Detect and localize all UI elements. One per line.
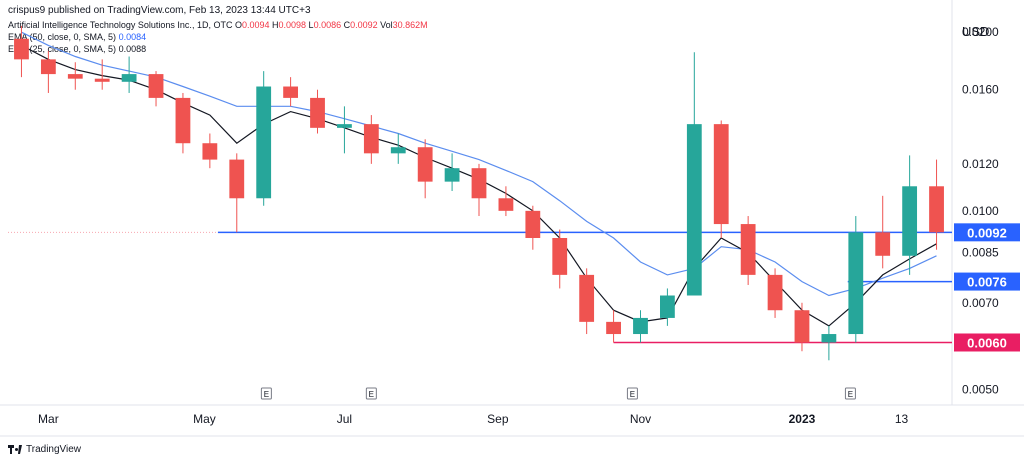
x-tick-label: 13	[895, 412, 909, 426]
candle-body	[498, 198, 514, 211]
ohlc-label: H	[269, 20, 279, 30]
candle-body	[363, 124, 379, 154]
y-tick-label: 0.0160	[962, 83, 999, 97]
candle-body	[202, 143, 218, 160]
ema25-value: 0.0088	[118, 44, 147, 54]
earnings-marker-box	[626, 387, 638, 400]
ema50-value: 0.0084	[118, 32, 147, 42]
y-tick-label: 0.0085	[962, 246, 999, 260]
candle-body	[40, 59, 56, 75]
ohlc-label: L	[306, 20, 314, 30]
candle-body	[633, 317, 648, 335]
ohlc-values: O0.0094 H0.0098 L0.0086 C0.0092 Vol30.86…	[235, 20, 428, 30]
x-tick-label: Mar	[38, 412, 59, 426]
y-tick-label: 0.0050	[962, 382, 999, 396]
earnings-marker-box	[260, 387, 272, 400]
candle-body	[444, 168, 460, 182]
tradingview-brand: TradingView	[26, 444, 82, 455]
earnings-marker[interactable]: E	[626, 387, 638, 400]
ohlc-label: O	[234, 20, 242, 30]
candle-body	[579, 274, 595, 322]
candle-body	[929, 186, 944, 233]
price-badge	[954, 272, 1020, 291]
earnings-marker[interactable]: E	[365, 387, 377, 400]
tradingview-footer[interactable]: TradingView	[8, 444, 81, 455]
ema25-label: EMA (25, close, 0, SMA, 5)	[8, 44, 117, 54]
ohlc-value: 0.0086	[313, 20, 342, 30]
price-badge-label: 0.0060	[967, 335, 1007, 350]
candle-body	[175, 97, 191, 144]
price-badge	[954, 333, 1020, 352]
candle-body	[67, 74, 83, 79]
candle-body	[417, 147, 433, 182]
candle-body	[902, 186, 918, 256]
price-badge-label: 0.0076	[967, 275, 1007, 290]
x-tick-label: Jul	[337, 412, 352, 426]
currency-label: USD	[962, 24, 989, 39]
earnings-marker-label: E	[369, 390, 374, 399]
ohlc-value: 0.0092	[350, 20, 378, 30]
candle-body	[390, 147, 406, 154]
earnings-marker-label: E	[848, 390, 853, 399]
ema25-legend[interactable]: EMA (25, close, 0, SMA, 5) 0.0088	[8, 44, 146, 54]
candle-body	[686, 124, 702, 296]
candle-body	[875, 232, 891, 256]
candle-body	[525, 210, 541, 238]
symbol-legend-row: Artificial Intelligence Technology Solut…	[8, 20, 428, 30]
earnings-marker-box	[844, 387, 856, 400]
ohlc-label: Vol	[377, 20, 393, 30]
publisher-line: crispus9 published on TradingView.com, F…	[8, 5, 311, 16]
earnings-marker-label: E	[630, 390, 635, 399]
ohlc-value: 0.0098	[278, 20, 307, 30]
candle-body	[740, 224, 756, 275]
x-tick-label: May	[193, 412, 216, 426]
ema50-line	[21, 31, 937, 297]
candle-body	[767, 274, 783, 311]
candle-body	[229, 159, 245, 199]
candle-body	[121, 74, 137, 82]
candle-body	[552, 237, 568, 275]
price-badge	[954, 223, 1020, 242]
candle-body	[848, 232, 864, 335]
candle-body	[471, 168, 487, 199]
earnings-marker-label: E	[264, 390, 269, 399]
y-tick-label: 0.0120	[962, 157, 999, 171]
y-tick-label: 0.0100	[962, 204, 999, 218]
candle-body	[94, 78, 110, 82]
ohlc-value: 0.0094	[241, 20, 270, 30]
earnings-marker[interactable]: E	[260, 387, 272, 400]
ohlc-value: 30.862M	[392, 20, 428, 30]
candle-body	[606, 321, 621, 335]
candle-body	[821, 334, 837, 343]
x-tick-label: 2023	[789, 412, 816, 426]
candle-body	[148, 74, 164, 98]
candle-body	[283, 86, 299, 98]
earnings-marker-box	[365, 387, 377, 400]
price-badge-label: 0.0092	[967, 225, 1007, 240]
ema50-label: EMA (50, close, 0, SMA, 5)	[8, 32, 117, 42]
candle-body	[337, 124, 352, 128]
earnings-marker[interactable]: E	[844, 387, 856, 400]
y-tick-label: 0.0070	[962, 296, 999, 310]
symbol-name: Artificial Intelligence Technology Solut…	[8, 20, 233, 30]
candle-body	[14, 38, 29, 60]
x-tick-label: Sep	[487, 412, 509, 426]
candle-body	[794, 310, 810, 343]
candle-body	[310, 97, 325, 128]
tradingview-logo-icon	[8, 445, 22, 454]
x-tick-label: Nov	[630, 412, 651, 426]
y-tick-label: 0.0200	[962, 25, 999, 39]
candle-body	[713, 124, 729, 225]
candle-body	[659, 295, 675, 318]
candle-body	[256, 86, 272, 199]
ohlc-label: C	[341, 20, 351, 30]
ema50-legend[interactable]: EMA (50, close, 0, SMA, 5) 0.0084	[8, 32, 146, 42]
